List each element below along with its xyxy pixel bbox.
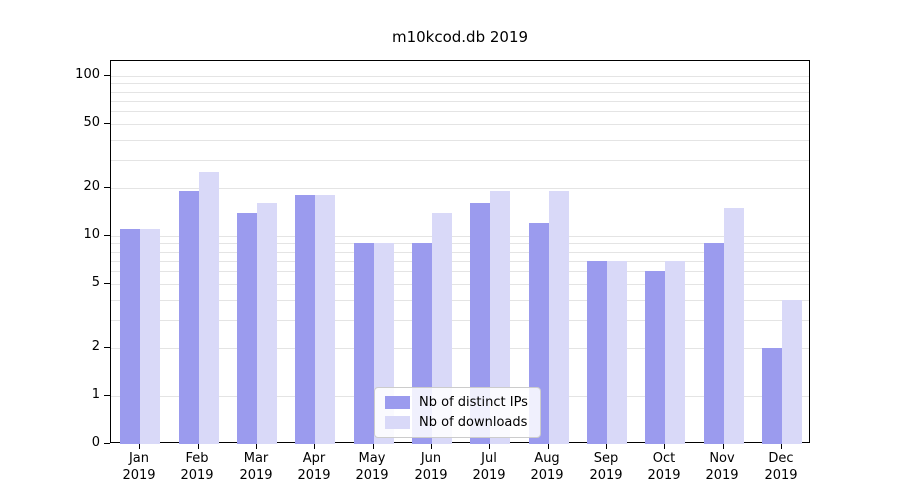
bar-distinct-ips (645, 271, 665, 444)
bar-distinct-ips (762, 348, 782, 444)
y-tick-label: 50 (83, 115, 100, 130)
chart-title: m10kcod.db 2019 (391, 28, 529, 46)
bar-distinct-ips (120, 229, 140, 444)
x-tick-mark (664, 444, 665, 449)
x-tick-mark (198, 444, 199, 449)
x-tick-mark (489, 444, 490, 449)
y-tick-label: 100 (75, 67, 100, 82)
bar-downloads (490, 191, 510, 444)
gridline (111, 271, 809, 272)
legend: Nb of distinct IPs Nb of downloads (374, 387, 541, 438)
x-tick-label: Jul 2019 (472, 451, 506, 483)
y-tick-label: 5 (91, 275, 100, 290)
bar-distinct-ips (354, 243, 374, 444)
gridline (111, 188, 809, 189)
bar-downloads (782, 300, 802, 444)
bar-downloads (549, 191, 569, 444)
bar-downloads (315, 195, 335, 444)
gridline (111, 348, 809, 349)
gridline (111, 284, 809, 285)
gridline (111, 92, 809, 93)
x-tick-mark (373, 444, 374, 449)
x-tick-mark (314, 444, 315, 449)
x-tick-mark (431, 444, 432, 449)
bar-downloads (257, 203, 277, 444)
gridline (111, 76, 809, 77)
gridline (111, 320, 809, 321)
gridline (111, 243, 809, 244)
x-tick-label: Dec 2019 (764, 451, 798, 483)
legend-label-downloads: Nb of downloads (419, 415, 528, 430)
bar-distinct-ips (587, 261, 607, 444)
gridline (111, 160, 809, 161)
x-tick-mark (256, 444, 257, 449)
x-tick-label: Sep 2019 (589, 451, 623, 483)
x-tick-label: Apr 2019 (297, 451, 331, 483)
x-tick-mark (723, 444, 724, 449)
gridline (111, 261, 809, 262)
bar-downloads (199, 172, 219, 444)
y-tick-label: 10 (83, 227, 100, 242)
bar-distinct-ips (704, 243, 724, 444)
bar-downloads (607, 261, 627, 444)
bar-downloads (665, 261, 685, 444)
legend-swatch-distinct-ips (385, 396, 410, 409)
legend-item-downloads: Nb of downloads (385, 415, 528, 430)
x-tick-label: May 2019 (355, 451, 389, 483)
x-tick-mark (548, 444, 549, 449)
gridline (111, 124, 809, 125)
x-tick-label: Feb 2019 (180, 451, 214, 483)
x-tick-label: Jan 2019 (122, 451, 156, 483)
plot-area (110, 60, 810, 444)
x-tick-label: Jun 2019 (414, 451, 448, 483)
bar-distinct-ips (237, 213, 257, 444)
y-tick-mark (104, 443, 110, 444)
bar-downloads (140, 229, 160, 444)
x-tick-label: Nov 2019 (705, 451, 739, 483)
gridline (111, 111, 809, 112)
x-tick-label: Aug 2019 (530, 451, 564, 483)
bar-distinct-ips (179, 191, 199, 444)
x-tick-mark (139, 444, 140, 449)
x-tick-label: Oct 2019 (647, 451, 681, 483)
y-tick-label: 1 (91, 387, 100, 402)
y-tick-label: 2 (91, 339, 100, 354)
bar-distinct-ips (470, 203, 490, 444)
x-tick-label: Mar 2019 (239, 451, 273, 483)
gridline (111, 101, 809, 102)
legend-item-distinct-ips: Nb of distinct IPs (385, 395, 528, 410)
x-tick-mark (781, 444, 782, 449)
x-tick-mark (606, 444, 607, 449)
bar-downloads (724, 208, 744, 444)
legend-swatch-downloads (385, 416, 410, 429)
gridline (111, 300, 809, 301)
bar-distinct-ips (295, 195, 315, 444)
legend-label-distinct-ips: Nb of distinct IPs (419, 395, 528, 410)
y-tick-label: 0 (91, 435, 100, 450)
gridline (111, 252, 809, 253)
gridline (111, 140, 809, 141)
gridline (111, 236, 809, 237)
y-tick-label: 20 (83, 179, 100, 194)
gridline (111, 83, 809, 84)
bar-downloads (432, 213, 452, 444)
